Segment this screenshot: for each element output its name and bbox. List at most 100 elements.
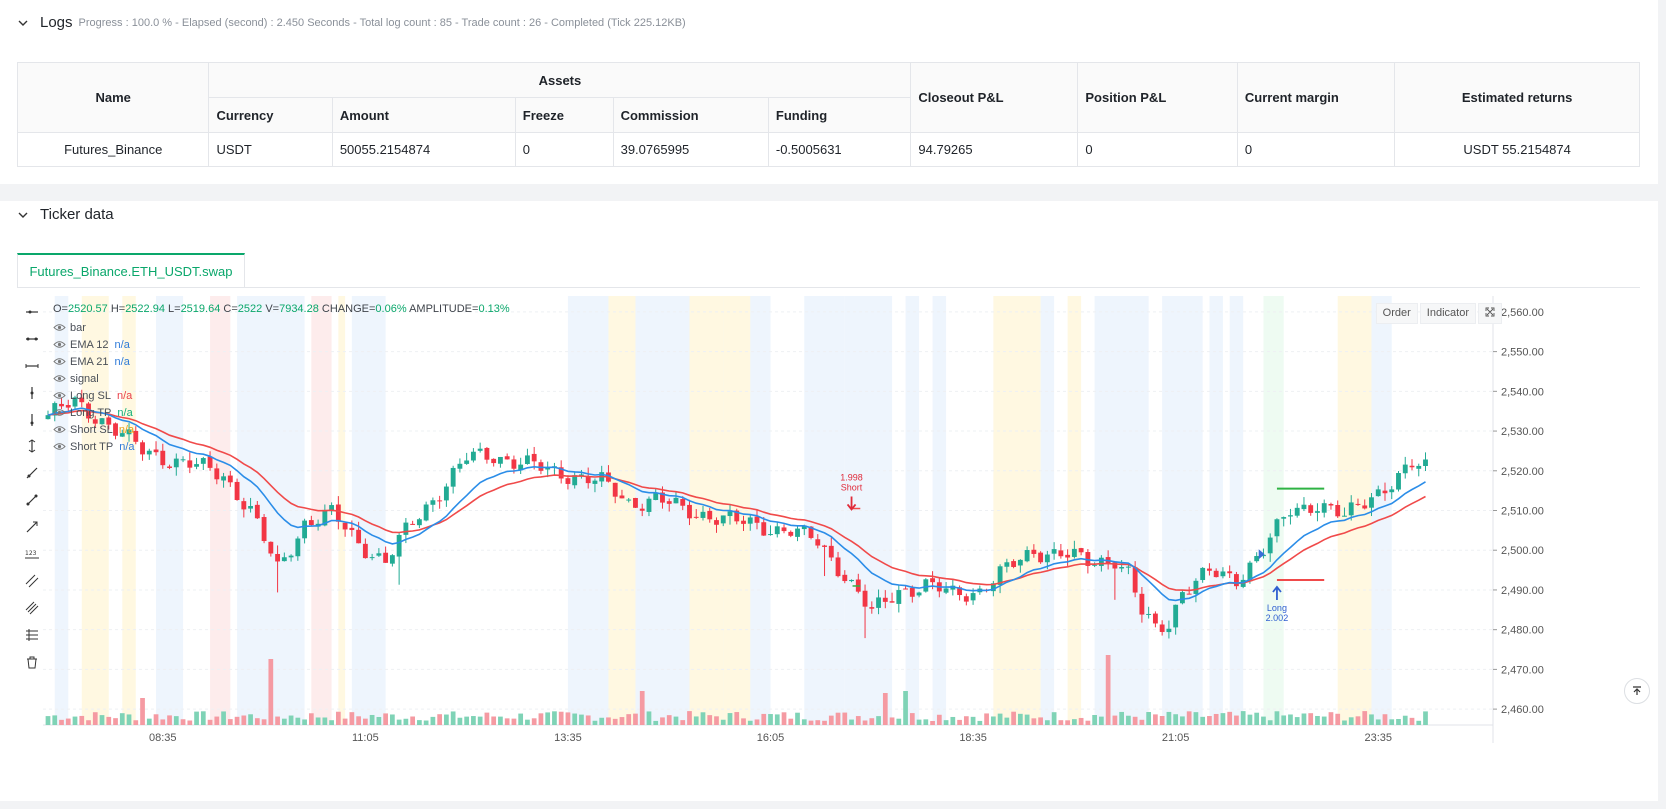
eye-icon[interactable] xyxy=(53,425,66,434)
vertical-segment-tool-icon[interactable] xyxy=(23,437,41,455)
volume-bar xyxy=(254,718,260,725)
indicator-button[interactable]: Indicator xyxy=(1419,303,1476,324)
legend-item[interactable]: Long TP n/a xyxy=(53,404,135,421)
vertical-ray-tool-icon[interactable] xyxy=(23,411,41,429)
legend-item[interactable]: bar xyxy=(53,319,135,336)
amplitude-label: AMPLITUDE= xyxy=(409,303,479,315)
logs-header[interactable]: Logs Progress : 100.0 % - Elapsed (secon… xyxy=(16,14,686,31)
trend-line-tool-icon[interactable] xyxy=(23,464,41,482)
candle-body xyxy=(747,517,753,524)
horizontal-ray-tool-icon[interactable] xyxy=(23,303,41,321)
legend-item[interactable]: signal xyxy=(53,370,135,387)
col-commission: Commission xyxy=(612,97,769,133)
volume-bar xyxy=(322,717,328,725)
fullscreen-icon[interactable] xyxy=(1478,303,1502,324)
volume-bar xyxy=(308,713,314,725)
chart-canvas[interactable]: 2,460.00 2,470.00 2,480.00 2,490.00 2,500.00… xyxy=(17,296,1640,796)
legend-label: Short TP xyxy=(70,440,114,453)
chevron-down-icon[interactable] xyxy=(16,16,30,30)
pitchfork-tool-icon[interactable] xyxy=(23,599,41,617)
candle-body xyxy=(727,511,733,517)
volume-bar xyxy=(119,713,125,725)
candle-body xyxy=(1044,554,1050,563)
ticker-panel: Ticker data Futures_Binance.ETH_USDT.swa… xyxy=(0,201,1658,801)
candle-body xyxy=(666,501,672,504)
legend-value: n/a xyxy=(116,389,133,402)
session-band xyxy=(1337,296,1372,725)
candle-body xyxy=(106,417,112,425)
fib-retracement-tool-icon[interactable] xyxy=(23,626,41,644)
candle-body xyxy=(1267,537,1273,554)
price-label-tool-icon[interactable]: 123 xyxy=(23,545,41,563)
chevron-down-icon[interactable] xyxy=(16,208,30,222)
eye-icon[interactable] xyxy=(53,408,66,417)
volume-bar xyxy=(302,719,307,725)
candle-body xyxy=(997,566,1003,585)
volume-bar xyxy=(741,718,746,725)
volume-bar xyxy=(1315,715,1320,725)
volume-bar xyxy=(916,719,922,725)
volume-bar xyxy=(227,719,233,725)
y-tick-label: 2,480.00 xyxy=(1501,625,1544,637)
volume-bar xyxy=(1200,716,1206,725)
candle-body xyxy=(1409,465,1415,468)
candle-body xyxy=(801,525,807,530)
candle-body xyxy=(1179,592,1185,604)
vertical-line-tool-icon[interactable] xyxy=(23,384,41,402)
volume-bar xyxy=(977,720,983,725)
volume-bar xyxy=(140,698,145,725)
volume-bar xyxy=(1254,712,1260,725)
volume-bar xyxy=(950,716,956,725)
ticker-header[interactable]: Ticker data xyxy=(16,206,114,223)
candle-body xyxy=(612,482,618,497)
candle-body xyxy=(653,492,659,500)
eye-icon[interactable] xyxy=(53,357,66,366)
legend-label: Short SL xyxy=(70,423,113,436)
volume-bar xyxy=(599,717,605,725)
candle-body xyxy=(1362,505,1368,509)
legend-item[interactable]: EMA 12 n/a xyxy=(53,336,135,353)
eye-icon[interactable] xyxy=(53,340,66,349)
eye-icon[interactable] xyxy=(53,442,66,451)
logs-panel: Logs Progress : 100.0 % - Elapsed (secon… xyxy=(0,0,1658,184)
volume-bar xyxy=(774,714,780,725)
x-tick-label: 21:05 xyxy=(1162,732,1190,744)
candle-body xyxy=(524,455,530,464)
volume-bar xyxy=(1173,714,1179,725)
parallel-channel-tool-icon[interactable] xyxy=(23,572,41,590)
volume-bar xyxy=(923,719,929,725)
candle-body xyxy=(376,553,382,556)
legend-item[interactable]: EMA 21 n/a xyxy=(53,353,135,370)
tab-eth-usdt-swap[interactable]: Futures_Binance.ETH_USDT.swap xyxy=(17,253,245,287)
legend-item[interactable]: Short SL n/a xyxy=(53,421,135,438)
scroll-to-latest-icon[interactable] xyxy=(1624,678,1650,704)
volume-bar xyxy=(329,720,334,725)
candle-body xyxy=(1024,550,1030,562)
candle-body xyxy=(335,504,341,522)
trash-icon[interactable] xyxy=(23,653,41,671)
legend-item[interactable]: Long SL n/a xyxy=(53,387,135,404)
ray-tool-icon[interactable] xyxy=(23,491,41,509)
volume-bar xyxy=(167,715,172,725)
eye-icon[interactable] xyxy=(53,323,66,332)
volume-bar xyxy=(707,715,713,725)
legend-item[interactable]: Short TP n/a xyxy=(53,438,135,455)
volume-bar xyxy=(882,693,888,725)
y-tick-label: 2,510.00 xyxy=(1501,506,1544,518)
candle-body xyxy=(639,508,645,511)
volume-bar xyxy=(646,711,652,725)
price-chart[interactable]: 2,460.00 2,470.00 2,480.00 2,490.00 2,500.00… xyxy=(17,296,1650,796)
order-button[interactable]: Order xyxy=(1375,303,1418,324)
candle-body xyxy=(882,597,888,602)
candle-body xyxy=(842,574,848,582)
volume-bar xyxy=(153,714,159,725)
candle-body xyxy=(491,458,497,464)
eye-icon[interactable] xyxy=(53,391,66,400)
candle-body xyxy=(707,510,713,520)
extended-line-tool-icon[interactable] xyxy=(23,357,41,375)
arrow-line-tool-icon[interactable] xyxy=(23,518,41,536)
volume-bar xyxy=(1193,712,1199,725)
horizontal-line-tool-icon[interactable] xyxy=(23,330,41,348)
volume-bar xyxy=(889,717,895,725)
eye-icon[interactable] xyxy=(53,374,66,383)
